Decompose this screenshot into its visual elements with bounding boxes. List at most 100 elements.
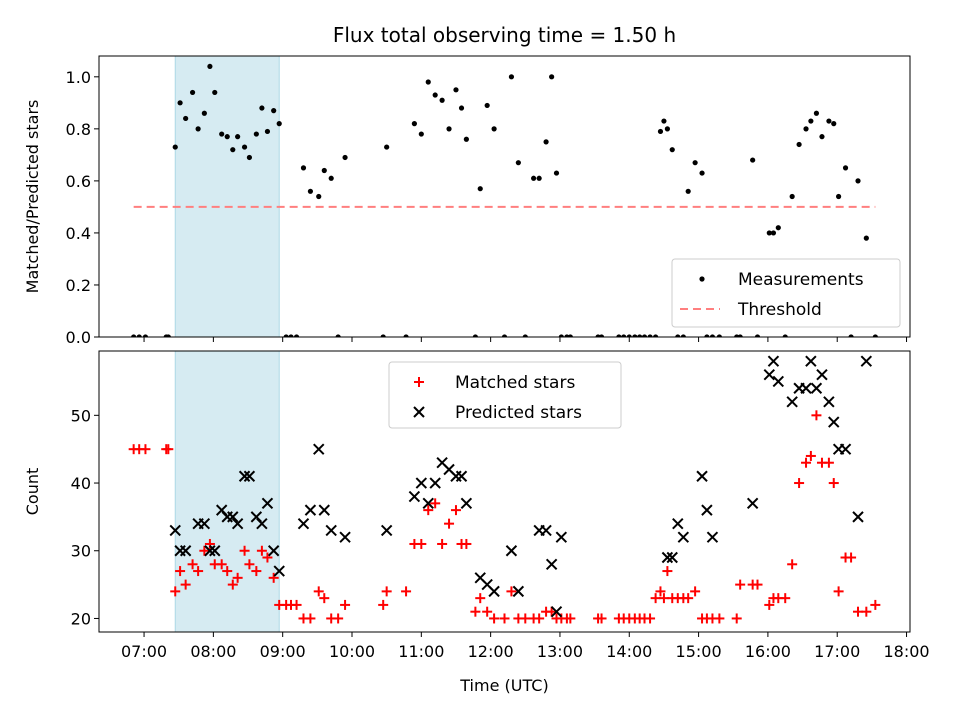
measurement-point [335, 334, 341, 337]
predicted-star-point [460, 497, 473, 510]
predicted-star-point [706, 531, 719, 543]
legend-label: Matched stars [455, 373, 575, 393]
measurement-point [219, 131, 225, 137]
bottom-y-tick-label: 40 [71, 474, 91, 493]
predicted-star-point [823, 396, 835, 408]
predicted-star-stroke-b [204, 545, 216, 557]
matched-star-point [805, 450, 816, 461]
measurement-point [246, 154, 253, 161]
measurement-point [766, 230, 772, 236]
predicted-star-point [666, 551, 678, 564]
predicted-star-point [227, 511, 239, 523]
measurement-point [616, 334, 622, 337]
predicted-star-point [661, 551, 674, 564]
measurement-point [553, 170, 560, 176]
predicted-star-point [767, 355, 780, 367]
matched-star-point [506, 586, 517, 597]
predicted-star-point [209, 545, 221, 557]
predicted-star-stroke-b [763, 368, 775, 381]
measurement-point [863, 235, 869, 241]
predicted-star-stroke-b [273, 565, 285, 577]
measurement-point [384, 144, 390, 150]
matched-star-point [291, 599, 302, 610]
predicted-star-point [696, 470, 708, 482]
measurement-point [328, 175, 334, 181]
predicted-star-stroke-b [488, 585, 500, 598]
top-observing-span [174, 55, 280, 338]
top-panel: 0.0 0.2 0.4 0.6 0.8 1.0 Matched/Predicted star… [23, 23, 911, 347]
predicted-star-stroke-b [706, 531, 719, 543]
measurement-point [826, 118, 832, 124]
measurement-point [716, 334, 722, 337]
measurement-point [207, 63, 213, 70]
measurement-point [403, 334, 409, 337]
measurement-point [543, 139, 549, 145]
matched-star-point [596, 613, 607, 624]
matched-star-point [227, 579, 238, 590]
matched-star-point [244, 559, 255, 570]
matched-star-point [764, 599, 775, 610]
predicted-star-point [450, 470, 462, 482]
predicted-star-stroke-b [839, 443, 852, 455]
predicted-star-point [415, 477, 428, 489]
legend-label: Measurements [738, 270, 864, 290]
bottom-legend: Matched stars Predicted stars [388, 361, 622, 429]
predicted-star-stroke-b [852, 511, 864, 523]
matched-star-point [262, 552, 273, 563]
top-y-tick-label: 0.0 [66, 328, 91, 347]
measurement-point [142, 334, 149, 337]
predicted-star-stroke-b [805, 355, 817, 367]
legend-label: Predicted stars [455, 403, 582, 423]
predicted-star-stroke-b [215, 504, 228, 516]
predicted-star-stroke-b [304, 504, 317, 516]
predicted-star-stroke-b [474, 572, 486, 584]
matched-star-point [437, 538, 448, 549]
predicted-star-point [860, 355, 873, 367]
matched-star-point [333, 613, 344, 624]
measurement-point [709, 334, 716, 337]
matched-star-point [731, 613, 742, 624]
predicted-star-stroke-b [481, 578, 493, 591]
measurement-point [803, 126, 809, 132]
matched-star-point [193, 566, 204, 577]
predicted-star-stroke-b [545, 558, 558, 570]
measurement-point [536, 175, 542, 181]
measurement-point [669, 147, 675, 153]
measurement-point [425, 79, 431, 85]
predicted-star-stroke-b [550, 605, 563, 618]
measurement-point [775, 225, 781, 231]
matched-star-point [690, 586, 701, 597]
matched-star-point [475, 593, 486, 604]
predicted-star-point [505, 545, 518, 557]
top-legend-box [671, 258, 901, 328]
matched-star-point [239, 545, 250, 556]
predicted-star-stroke-b [746, 497, 759, 510]
measurement-point [664, 126, 670, 132]
measurement-point [685, 188, 691, 194]
matched-star-point [801, 457, 812, 468]
matched-star-point [340, 599, 351, 610]
predicted-star-point [550, 605, 563, 618]
bottom-x-tick-label: 18:00 [883, 642, 929, 661]
measurement-point [515, 160, 521, 166]
measurement-point [675, 334, 681, 337]
matched-star-point [251, 566, 262, 577]
matched-star-point [378, 599, 389, 610]
predicted-star-point [816, 368, 828, 381]
bottom-x-tick-label: 16:00 [745, 642, 791, 661]
predicted-star-stroke-b [860, 355, 873, 367]
measurement-point [855, 178, 861, 184]
measurement-point [692, 160, 698, 166]
measurement-point [626, 334, 632, 337]
measurement-point [508, 74, 515, 80]
measurement-point [195, 126, 201, 132]
measurement-point [637, 334, 643, 337]
bottom-x-tick-label: 11:00 [398, 642, 444, 661]
matched-star-point [482, 606, 493, 617]
bottom-x-tick-label: 14:00 [606, 642, 652, 661]
measurement-point [259, 105, 265, 111]
measurement-point [661, 118, 667, 124]
measurement-point [131, 334, 137, 337]
predicted-star-stroke-b [169, 524, 181, 537]
